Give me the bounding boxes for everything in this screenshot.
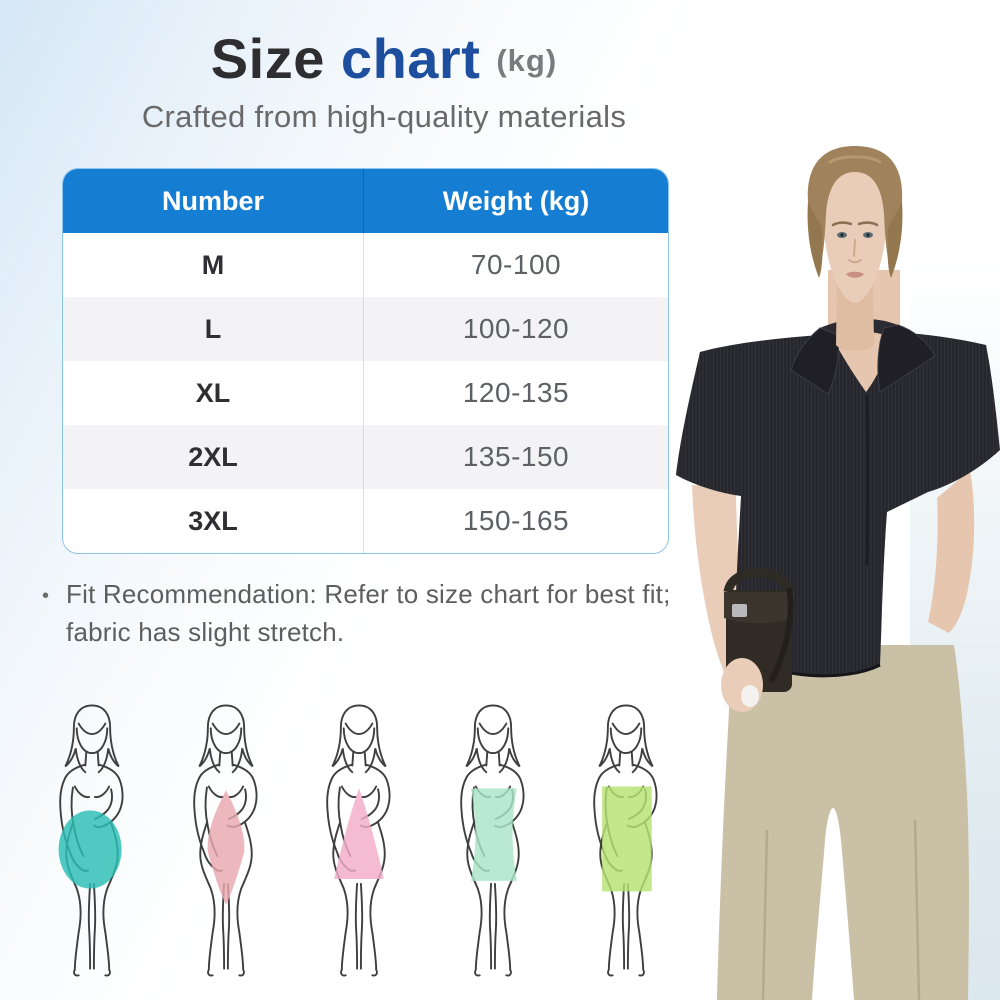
fit-recommendation-note: • Fit Recommendation: Refer to size char… bbox=[42, 576, 678, 651]
model-eyebrows bbox=[831, 221, 879, 227]
size-cell: XL bbox=[63, 361, 364, 425]
shirt-knit-texture bbox=[676, 332, 1000, 676]
header: Size chart (kg) Crafted from high-quality… bbox=[0, 26, 768, 135]
bag-strap bbox=[768, 587, 794, 684]
model-lips bbox=[846, 271, 864, 278]
model-right-arm bbox=[928, 470, 975, 633]
bag-clasp bbox=[732, 604, 747, 617]
body-shape-figure-triangle bbox=[326, 704, 391, 977]
body-shape-guide bbox=[30, 692, 688, 984]
shirt-collar-left bbox=[790, 327, 839, 395]
model-hair bbox=[807, 146, 903, 266]
rectangle-shape-overlay bbox=[602, 786, 652, 892]
hourglass-shape-overlay bbox=[470, 788, 517, 881]
size-cell: M bbox=[63, 233, 364, 297]
pupil-left bbox=[840, 233, 844, 237]
weight-cell: 100-120 bbox=[462, 313, 570, 344]
size-table: Number Weight (kg) M 70-100 L 100-120 XL… bbox=[62, 168, 669, 554]
size-cell: 2XL bbox=[63, 425, 364, 489]
model-hair-sides bbox=[807, 202, 903, 278]
held-white-object bbox=[741, 685, 759, 707]
table-row: 2XL 135-150 bbox=[63, 425, 668, 489]
table-row: 3XL 150-165 bbox=[63, 489, 668, 553]
triangle-shape-overlay bbox=[334, 788, 384, 880]
fit-recommendation-text: Fit Recommendation: Refer to size chart … bbox=[66, 579, 671, 647]
column-header-number: Number bbox=[63, 169, 364, 233]
page-subtitle: Crafted from high-quality materials bbox=[141, 99, 627, 134]
table-row: M 70-100 bbox=[63, 233, 668, 297]
body-shape-figure-hourglass bbox=[459, 704, 525, 977]
table-row: L 100-120 bbox=[63, 297, 668, 361]
title-dark-part: Size bbox=[210, 27, 325, 90]
body-shape-figure-round bbox=[58, 704, 124, 977]
model-face bbox=[822, 158, 888, 303]
size-table-body: M 70-100 L 100-120 XL 120-135 2XL 135-15… bbox=[63, 233, 668, 553]
bullet-point: • bbox=[42, 585, 50, 607]
shirt-placket bbox=[866, 394, 869, 566]
model-left-hand bbox=[721, 658, 763, 712]
pants-crease bbox=[761, 819, 921, 1000]
weight-cell: 135-150 bbox=[462, 441, 570, 472]
weight-cell: 120-135 bbox=[462, 377, 570, 408]
weight-cell: 150-165 bbox=[462, 505, 570, 536]
model-photo bbox=[676, 146, 1000, 1000]
size-cell: 3XL bbox=[63, 489, 364, 553]
page-title: Size chart (kg) bbox=[0, 26, 768, 91]
model-neck-front bbox=[836, 280, 874, 351]
model-nose bbox=[848, 239, 862, 264]
shirt-collar-right bbox=[877, 324, 936, 393]
title-unit: (kg) bbox=[496, 43, 558, 78]
table-row: XL 120-135 bbox=[63, 361, 668, 425]
bag-handle bbox=[723, 568, 795, 594]
column-header-weight: Weight (kg) bbox=[442, 185, 590, 216]
diamond-shape-overlay bbox=[207, 790, 244, 905]
hair-highlight bbox=[828, 155, 882, 164]
title-blue-part: chart bbox=[340, 27, 481, 90]
size-table-header-row: Number Weight (kg) bbox=[63, 169, 668, 233]
body-shape-figure-rectangle bbox=[593, 704, 658, 977]
body-shape-figure-diamond bbox=[192, 704, 258, 977]
pupil-right bbox=[866, 233, 870, 237]
weight-cell: 70-100 bbox=[470, 249, 562, 280]
model-pants bbox=[717, 645, 969, 1000]
round-shape-overlay bbox=[58, 810, 122, 889]
size-cell: L bbox=[63, 297, 364, 361]
